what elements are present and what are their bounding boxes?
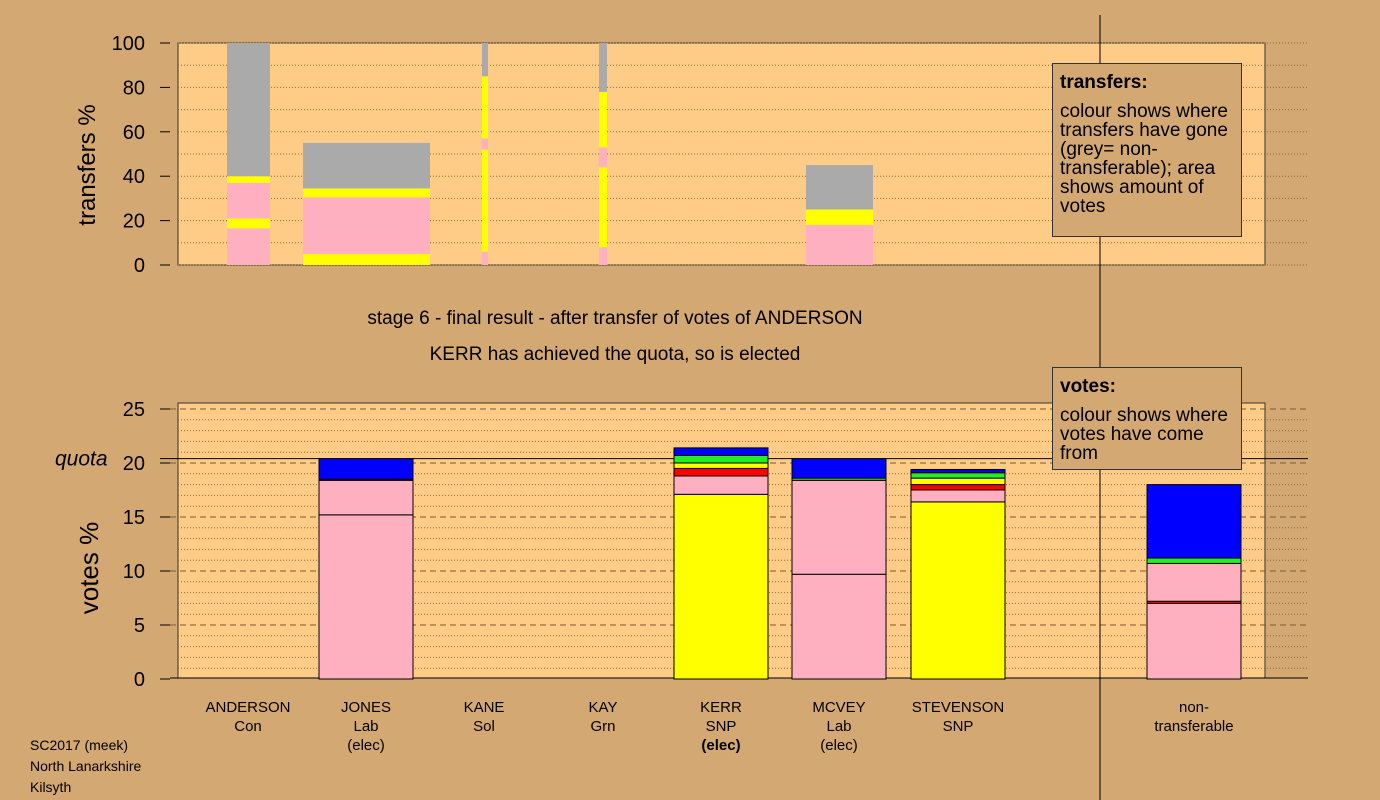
candidate-party-label: SNP xyxy=(706,718,737,735)
vote-segment xyxy=(910,489,1006,503)
candidate-party-label: Grn xyxy=(590,718,615,735)
votes-tick-label: 10 xyxy=(123,561,145,583)
candidate-party-label: SNP xyxy=(943,718,974,735)
transfers-tick-label: 60 xyxy=(123,122,145,144)
transfer-segment xyxy=(599,91,607,148)
quota-label: quota xyxy=(55,448,108,471)
candidate-name-label: JONES xyxy=(341,699,391,716)
vote-segment xyxy=(673,493,769,680)
transfer-segment xyxy=(227,182,270,219)
candidate-party-label: Lab xyxy=(826,718,851,735)
vote-segment xyxy=(791,573,887,680)
votes-tick-label: 25 xyxy=(123,399,145,421)
footer-line-3: Kilsyth xyxy=(30,779,72,795)
transfers-tick-label: 0 xyxy=(134,255,145,277)
transfers-legend-title: transfers: xyxy=(1060,72,1148,93)
transfer-segment xyxy=(482,251,488,265)
stage-title: stage 6 - final result - after transfer … xyxy=(367,308,863,329)
candidate-status-label: (elec) xyxy=(820,737,858,754)
vote-segment xyxy=(910,484,1006,491)
transfers-legend: transfers: colour shows where transfers … xyxy=(1052,63,1242,237)
vote-segment xyxy=(673,475,769,495)
vote-segment xyxy=(673,462,769,469)
vote-segment xyxy=(673,454,769,464)
footer-line-1: SC2017 (meek) xyxy=(30,737,129,753)
transfer-segment xyxy=(303,142,430,189)
footer: SC2017 (meek) North Lanarkshire Kilsyth xyxy=(30,735,141,798)
transfers-axis-label: transfers % xyxy=(74,104,101,225)
vote-segment xyxy=(791,458,887,479)
vote-segment xyxy=(910,472,1006,479)
candidate-name-label: ANDERSON xyxy=(205,699,290,716)
transfer-segment xyxy=(482,138,488,150)
transfer-segment xyxy=(599,147,607,168)
transfer-segment xyxy=(227,218,270,229)
votes-tick-label: 15 xyxy=(123,507,145,529)
stage-subtitle: KERR has achieved the quota, so is elect… xyxy=(429,344,801,365)
votes-legend: votes: colour shows where votes have com… xyxy=(1052,367,1242,470)
transfer-segment xyxy=(303,253,430,265)
candidate-name-label: MCVEY xyxy=(812,699,865,716)
transfer-segment xyxy=(599,247,607,265)
candidate-party-label: transferable xyxy=(1154,718,1233,735)
vote-segment xyxy=(673,467,769,477)
candidate-party-label: Lab xyxy=(353,718,378,735)
votes-axis-label: votes % xyxy=(74,522,104,615)
candidate-party-label: Sol xyxy=(473,718,495,735)
transfers-tick-label: 40 xyxy=(123,166,145,188)
transfer-segment xyxy=(227,228,270,265)
transfers-legend-body: colour shows where transfers have gone (… xyxy=(1060,101,1228,217)
candidate-name-label: KERR xyxy=(700,699,742,716)
votes-legend-body: colour shows where votes have come from xyxy=(1060,405,1228,464)
transfer-segment xyxy=(227,176,270,183)
candidate-name-label: non- xyxy=(1179,699,1209,716)
footer-line-2: North Lanarkshire xyxy=(30,758,142,774)
votes-tick-label: 0 xyxy=(134,669,145,691)
transfer-segment xyxy=(303,188,430,198)
candidate-name-label: KANE xyxy=(464,699,505,716)
transfer-segment xyxy=(806,165,873,210)
candidate-status-label: (elec) xyxy=(347,737,385,754)
vote-segment xyxy=(1146,557,1242,564)
candidate-name-label: KAY xyxy=(589,699,618,716)
candidate-name-label: STEVENSON xyxy=(912,699,1005,716)
transfers-tick-label: 100 xyxy=(112,33,145,55)
vote-segment xyxy=(1146,602,1242,680)
transfer-segment xyxy=(482,76,488,139)
vote-segment xyxy=(1146,562,1242,602)
transfers-tick-label: 80 xyxy=(123,77,145,99)
vote-segment xyxy=(910,501,1006,680)
transfer-segment xyxy=(806,225,873,265)
vote-segment xyxy=(1146,484,1242,559)
candidate-status-label: (elec) xyxy=(701,737,740,754)
transfer-segment xyxy=(599,43,607,92)
vote-segment xyxy=(318,479,414,516)
votes-tick-label: 5 xyxy=(134,615,145,637)
transfer-segment xyxy=(482,43,488,77)
vote-segment xyxy=(318,458,414,480)
votes-legend-title: votes: xyxy=(1060,376,1116,397)
transfer-segment xyxy=(806,209,873,226)
candidate-party-label: Con xyxy=(234,718,262,735)
vote-segment xyxy=(673,447,769,456)
transfers-tick-label: 20 xyxy=(123,211,145,233)
vote-segment xyxy=(791,479,887,575)
transfer-segment xyxy=(482,149,488,252)
transfer-segment xyxy=(599,167,607,248)
transfer-segment xyxy=(303,197,430,254)
vote-segment xyxy=(910,477,1006,486)
vote-segment xyxy=(318,514,414,680)
votes-tick-label: 20 xyxy=(123,453,145,475)
vote-segment xyxy=(910,468,1006,474)
transfer-segment xyxy=(227,43,270,177)
